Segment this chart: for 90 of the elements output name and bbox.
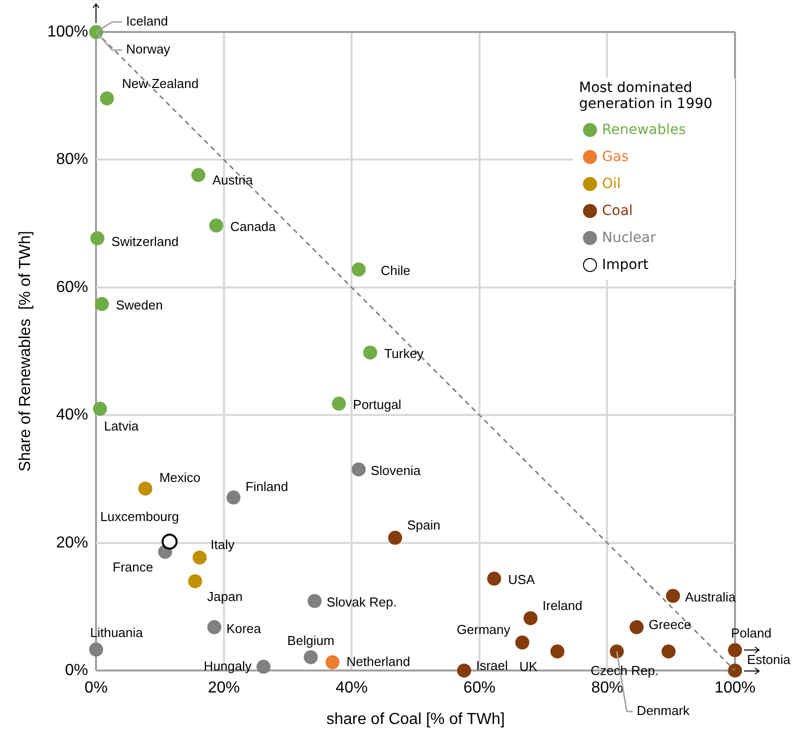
- annotation: Poland: [731, 626, 772, 641]
- annotation: Slovak Rep.: [326, 594, 397, 610]
- legend-label: Import: [602, 256, 648, 272]
- annotation: Finland: [245, 479, 288, 494]
- point: [191, 168, 206, 182]
- point: [666, 588, 680, 603]
- point: [188, 574, 202, 588]
- point: [192, 550, 207, 565]
- annotation: Mexico: [159, 470, 201, 486]
- point: [515, 636, 530, 650]
- point: [352, 462, 366, 476]
- point: [92, 402, 107, 416]
- point: [207, 620, 222, 634]
- point: [326, 655, 340, 670]
- y-tick-label: 60%: [56, 278, 88, 296]
- annotation: Ireland: [542, 598, 582, 613]
- point: [90, 231, 104, 246]
- annotation: Turkey: [384, 346, 424, 362]
- annotation: Slovenia: [370, 463, 422, 478]
- point: [388, 530, 402, 545]
- annotation: Austria: [212, 172, 254, 188]
- annotation: USA: [508, 572, 536, 588]
- point: [524, 611, 538, 626]
- point: [363, 346, 378, 360]
- y-tick-label: 20%: [56, 534, 88, 552]
- y-axis-title: Share of Renewables [% of TWh]: [17, 230, 34, 472]
- point: [610, 644, 624, 658]
- legend-title: Most dominated generation in 1990: [579, 80, 714, 112]
- annotation: Hungaly: [204, 658, 252, 674]
- legend-label: Oil: [602, 176, 621, 192]
- point: [457, 664, 472, 678]
- legend-label: Coal: [602, 202, 633, 218]
- annotation: Denmark: [636, 703, 690, 718]
- annotation: Spain: [407, 517, 440, 532]
- annotation: Greece: [648, 616, 692, 632]
- point: [304, 650, 318, 664]
- x-tick-label: 20%: [208, 680, 240, 697]
- annotation: Israel: [476, 658, 508, 674]
- annotation: Netherland: [346, 654, 410, 669]
- annotation: Latvia: [104, 418, 140, 434]
- legend-label: Gas: [602, 148, 629, 164]
- point: [352, 262, 366, 277]
- y-tick-label: 40%: [56, 406, 88, 424]
- annotation: Belgium: [287, 632, 334, 648]
- point: [630, 620, 644, 634]
- annotation: Canada: [230, 219, 277, 234]
- x-tick-label: 40%: [336, 680, 368, 697]
- point: [308, 594, 322, 608]
- legend-label: Nuclear: [602, 230, 656, 246]
- point: [89, 642, 104, 657]
- x-tick-label: 80%: [591, 680, 624, 697]
- annotation: Chile: [380, 263, 410, 278]
- point: [162, 534, 178, 550]
- point: [138, 482, 152, 496]
- annotation: Estonia: [747, 652, 792, 668]
- annotation: Luxcembourg: [100, 509, 179, 524]
- annotation: Iceland: [126, 14, 168, 29]
- y-tick-label: 0%: [64, 662, 88, 680]
- y-tick-label: 100%: [47, 23, 88, 40]
- point: [662, 644, 676, 658]
- annotation: Czech Rep.: [590, 663, 659, 678]
- legend-label: Renewables: [602, 122, 686, 138]
- annotation: Sweden: [116, 298, 163, 313]
- annotation: Japan: [207, 588, 243, 604]
- y-tick-label: 80%: [56, 151, 88, 168]
- point: [487, 572, 502, 586]
- point: [94, 297, 109, 312]
- annotation: Italy: [210, 537, 235, 552]
- annotation: Korea: [226, 620, 262, 636]
- annotation: Portugal: [352, 397, 402, 412]
- x-tick-label: 0%: [84, 680, 108, 697]
- x-axis-title: share of Coal [% of TWh]: [326, 710, 505, 728]
- annotation: Switzerland: [111, 234, 179, 249]
- annotation: UK: [519, 659, 538, 674]
- point: [209, 218, 224, 232]
- point: [728, 643, 742, 658]
- annotation: Australia: [685, 589, 736, 604]
- x-tick-label: 60%: [463, 680, 496, 697]
- point: [100, 91, 114, 106]
- annotation: Lithuania: [90, 625, 144, 640]
- annotation: Norway: [126, 42, 171, 57]
- point: [256, 660, 271, 674]
- annotation: New Zealand: [122, 76, 199, 91]
- point: [332, 396, 346, 411]
- annotation: Germany: [456, 622, 511, 638]
- annotation: France: [112, 559, 154, 574]
- point: [226, 490, 240, 505]
- x-tick-label: 100%: [714, 680, 756, 697]
- point: [550, 644, 564, 658]
- point: [728, 664, 742, 678]
